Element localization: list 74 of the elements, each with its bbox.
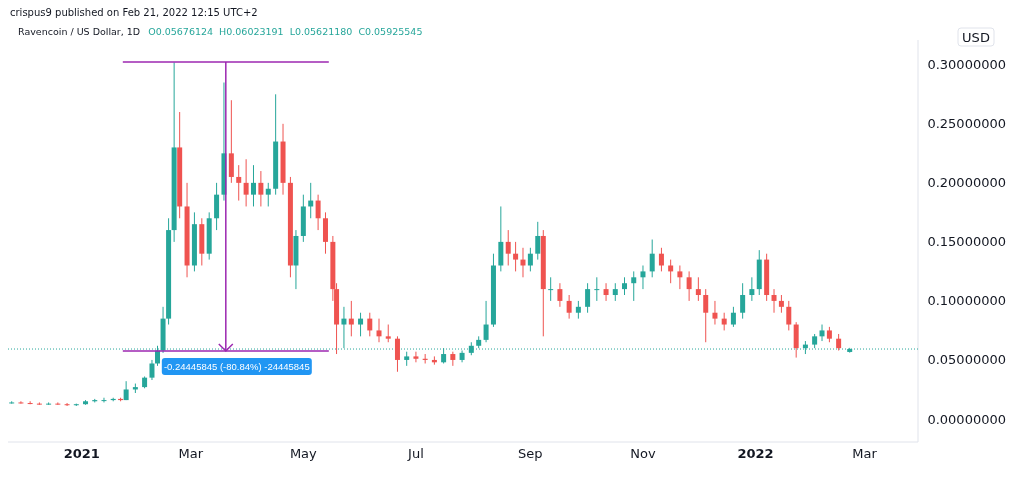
candlestick <box>214 182 220 231</box>
candlestick <box>322 211 328 255</box>
candlestick <box>594 276 600 302</box>
candlestick <box>9 400 15 405</box>
candlestick <box>243 158 249 207</box>
x-tick-label: 2022 <box>737 446 774 461</box>
candlestick <box>786 300 792 331</box>
candlestick <box>557 282 563 308</box>
candlestick <box>527 247 533 272</box>
candlestick <box>413 351 419 363</box>
y-tick-label: 0.10000000 <box>927 293 1006 309</box>
candlestick <box>258 170 264 207</box>
candlestick <box>101 397 107 403</box>
candlestick <box>358 312 364 337</box>
candlestick <box>535 221 541 261</box>
y-tick-label: 0.25000000 <box>927 116 1006 132</box>
candlestick <box>18 400 24 405</box>
candlestick <box>483 300 489 343</box>
candlestick <box>749 276 755 302</box>
candlestick <box>703 288 709 343</box>
candlestick <box>649 239 655 278</box>
candlestick <box>548 276 554 302</box>
y-tick-label: 0.20000000 <box>927 175 1006 191</box>
candlestick <box>315 194 321 231</box>
candlestick <box>394 335 400 373</box>
candlestick <box>658 247 664 272</box>
candlestick <box>228 99 234 184</box>
candlestick <box>686 270 692 302</box>
x-tick-label: Mar <box>178 446 204 461</box>
x-tick-label: 2021 <box>63 446 100 461</box>
text: crispus9 published on Feb 21, 2022 12:15 UTC+2 <box>10 7 258 18</box>
candlestick <box>603 282 609 302</box>
candlestick <box>55 401 61 406</box>
chart-title: Ravencoin / US Dollar, 1D <box>18 26 141 37</box>
candlestick <box>677 265 683 290</box>
candlestick <box>64 402 70 407</box>
candlestick <box>740 282 746 320</box>
candlestick <box>819 324 825 342</box>
y-tick-label: 0.30000000 <box>927 57 1006 73</box>
x-tick-label: Jul <box>407 446 424 461</box>
y-tick-label: 0.05000000 <box>927 352 1006 368</box>
x-tick-label: Sep <box>518 446 543 461</box>
candlestick <box>46 401 52 406</box>
text: L0.05621180 <box>289 26 353 37</box>
candlestick <box>695 276 701 302</box>
candlestick <box>513 241 519 272</box>
candlestick <box>236 164 242 202</box>
x-tick-label: Mar <box>852 446 878 461</box>
candlestick <box>631 270 637 302</box>
y-axis-title: USD <box>962 30 990 45</box>
x-tick-label: May <box>289 446 318 461</box>
candlestick <box>668 259 674 284</box>
candlestick <box>265 182 271 207</box>
candlestick <box>498 205 504 272</box>
text: H0.06023191 <box>219 26 284 37</box>
candlestick <box>712 300 718 326</box>
candlestick <box>505 229 511 266</box>
candlestick <box>348 300 354 337</box>
candlestick <box>771 288 777 314</box>
y-tick-label: 0.00000000 <box>927 411 1006 427</box>
candlestick <box>585 282 591 314</box>
candlestick <box>640 265 646 290</box>
text: O0.05676124 <box>148 26 214 37</box>
y-tick-label: 0.15000000 <box>927 234 1006 250</box>
candlestick <box>367 312 373 337</box>
candlestick <box>566 294 572 320</box>
candlestick <box>149 359 155 381</box>
x-tick-label: Nov <box>630 446 656 461</box>
candlestick <box>376 318 382 343</box>
candlestick <box>730 306 736 328</box>
candlestick <box>793 321 799 359</box>
candlestick <box>36 401 42 406</box>
candlestick <box>251 164 256 207</box>
text: C0.05925545 <box>358 26 423 37</box>
